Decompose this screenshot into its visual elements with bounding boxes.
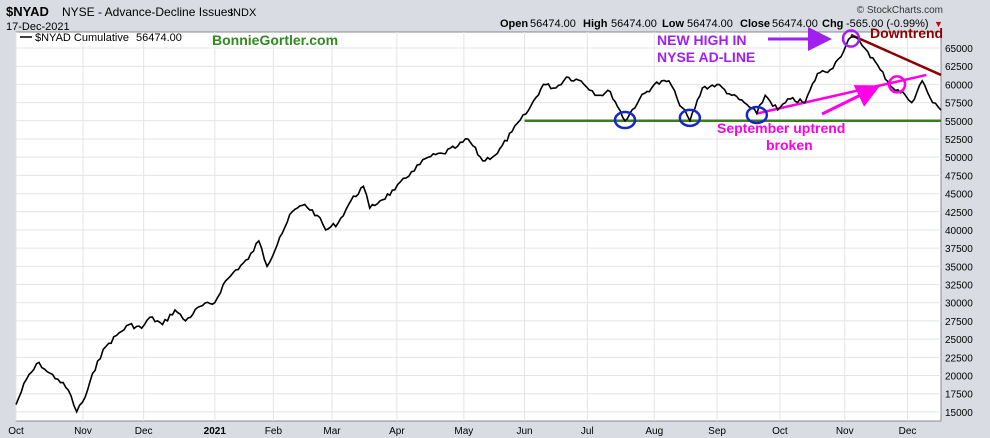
annotation-circles [613, 29, 907, 130]
highlight-circle [887, 75, 907, 94]
y-tick-label: 40000 [945, 226, 973, 237]
y-tick-label: 42500 [945, 208, 973, 219]
legend-label: $NYAD Cumulative [35, 32, 129, 44]
ohlc-stats: Open 56474.00 High 56474.00 Low 56474.00… [500, 18, 943, 30]
y-tick-label: 47500 [945, 171, 973, 182]
y-tick-label: 20000 [945, 372, 973, 383]
y-tick-label: 17500 [945, 390, 973, 401]
brand-label: © StockCharts.com [857, 5, 943, 16]
new-high-label-line1: NEW HIGH IN [657, 32, 746, 48]
y-tick-label: 62500 [945, 62, 973, 73]
high-value: 56474.00 [611, 18, 657, 30]
x-tick-label: May [454, 426, 473, 437]
y-tick-label: 30000 [945, 299, 973, 310]
open-value: 56474.00 [530, 18, 576, 30]
close-value: 56474.00 [772, 18, 818, 30]
grid-lines [15, 32, 941, 421]
low-value: 56474.00 [687, 18, 733, 30]
highlight-circle [745, 105, 769, 125]
downtrend-label: Downtrend [870, 25, 943, 41]
x-tick-label: Oct [8, 426, 24, 437]
y-tick-label: 25000 [945, 335, 973, 346]
x-tick-label: Aug [645, 426, 663, 437]
y-tick-label: 37500 [945, 244, 973, 255]
highlight-circle [678, 108, 702, 128]
y-axis-labels: 15000 17500 20000 22500 25000 27500 30000 32500… [945, 44, 973, 419]
chart-date: 17-Dec-2021 [6, 21, 70, 33]
y-tick-label: 60000 [945, 80, 973, 91]
x-tick-label: Nov [74, 426, 92, 437]
x-tick-label: Feb [265, 426, 283, 437]
x-tick-label: Mar [323, 426, 341, 437]
uptrend-break-arrow [821, 85, 881, 116]
x-tick-label: Apr [389, 426, 405, 437]
y-tick-label: 55000 [945, 117, 973, 128]
open-label: Open [500, 18, 528, 30]
watermark: BonnieGortler.com [212, 32, 338, 48]
x-tick-label: Jun [516, 426, 532, 437]
y-tick-label: 50000 [945, 153, 973, 164]
chg-label: Chg [822, 18, 843, 30]
y-tick-label: 52500 [945, 135, 973, 146]
chg-value: -565.00 (-0.99%) [846, 18, 929, 30]
highlight-circle [841, 29, 861, 48]
y-tick-label: 22500 [945, 353, 973, 364]
chart-exchange: INDX [230, 7, 257, 19]
x-tick-label: Jul [581, 426, 594, 437]
y-tick-label: 45000 [945, 190, 973, 201]
uptrend-line [756, 73, 927, 115]
downtrend-line [850, 33, 942, 77]
x-tick-label: Sep [708, 426, 726, 437]
x-tick-label: Oct [772, 426, 788, 437]
y-tick-label: 65000 [945, 44, 973, 55]
y-tick-label: 35000 [945, 262, 973, 273]
uptrend-label-line2: broken [766, 137, 813, 153]
x-tick-label: 2021 [204, 426, 227, 437]
y-tick-label: 57500 [945, 99, 973, 110]
x-tick-label: Dec [899, 426, 917, 437]
close-label: Close [740, 18, 770, 30]
legend: $NYAD Cumulative 56474.00 [20, 32, 182, 44]
low-label: Low [662, 18, 684, 30]
uptrend-label-line1: September uptrend [717, 120, 845, 136]
y-tick-label: 15000 [945, 408, 973, 419]
plot-area [15, 31, 942, 422]
chart-name: NYSE - Advance-Decline Issues [62, 5, 233, 19]
new-high-label-line2: NYSE AD-LINE [657, 49, 755, 65]
x-tick-label: Nov [836, 426, 854, 437]
x-tick-label: Dec [135, 426, 153, 437]
chg-down-icon: ▼ [934, 19, 943, 29]
highlight-circle [613, 110, 637, 130]
y-tick-label: 32500 [945, 281, 973, 292]
x-axis-labels: Oct Nov Dec 2021 Feb Mar Apr May Jun Jul Aug Sep Oct… [8, 426, 916, 437]
chart-symbol: $NYAD [6, 4, 49, 19]
high-label: High [583, 18, 608, 30]
legend-value: 56474.00 [136, 32, 182, 44]
series-line [15, 36, 942, 414]
y-tick-label: 27500 [945, 317, 973, 328]
